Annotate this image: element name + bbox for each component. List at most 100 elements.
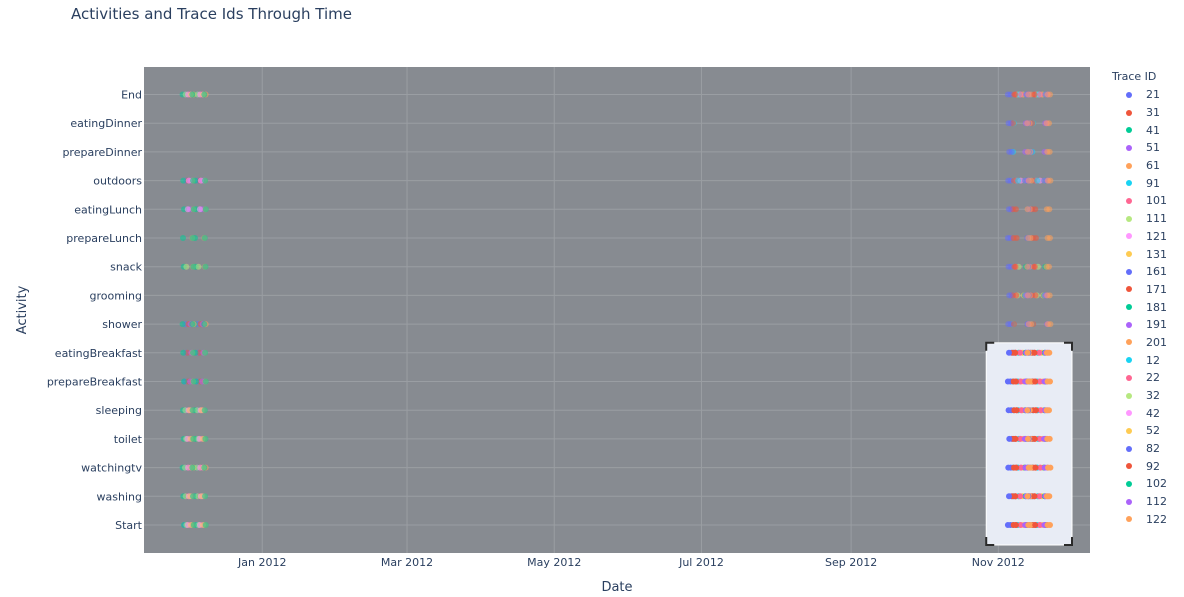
data-point[interactable] bbox=[1012, 206, 1019, 213]
legend-item[interactable]: 111 bbox=[1104, 210, 1182, 228]
data-point[interactable] bbox=[183, 263, 190, 270]
data-point[interactable] bbox=[1005, 407, 1012, 414]
legend-item[interactable]: 122 bbox=[1104, 511, 1182, 529]
data-point[interactable] bbox=[180, 349, 187, 356]
data-point[interactable] bbox=[1043, 120, 1050, 127]
data-point[interactable] bbox=[1006, 349, 1012, 356]
data-point[interactable] bbox=[1012, 378, 1019, 385]
data-point[interactable] bbox=[1004, 522, 1011, 528]
data-point[interactable] bbox=[1012, 263, 1019, 270]
data-point[interactable] bbox=[202, 378, 209, 385]
legend-item[interactable]: 171 bbox=[1104, 281, 1182, 299]
data-point[interactable] bbox=[1032, 206, 1039, 213]
data-point[interactable] bbox=[1012, 91, 1019, 98]
data-point[interactable] bbox=[1043, 493, 1050, 500]
data-point[interactable] bbox=[190, 263, 197, 270]
data-point[interactable] bbox=[185, 177, 192, 184]
data-point[interactable] bbox=[1031, 435, 1038, 442]
legend-item[interactable]: 161 bbox=[1104, 263, 1182, 281]
data-point[interactable] bbox=[1032, 522, 1039, 528]
data-point[interactable] bbox=[1034, 177, 1041, 184]
data-point[interactable] bbox=[1017, 349, 1023, 356]
data-point[interactable] bbox=[1037, 522, 1043, 528]
data-point[interactable] bbox=[1025, 177, 1032, 184]
data-point[interactable] bbox=[201, 464, 208, 471]
legend-item[interactable]: 12 bbox=[1104, 351, 1182, 369]
data-point[interactable] bbox=[1031, 493, 1038, 500]
data-point[interactable] bbox=[1032, 235, 1039, 241]
data-point[interactable] bbox=[1017, 435, 1024, 442]
data-point[interactable] bbox=[1006, 493, 1012, 500]
data-point[interactable] bbox=[201, 407, 208, 414]
data-point[interactable] bbox=[1025, 321, 1032, 328]
legend-item[interactable]: 42 bbox=[1104, 404, 1182, 422]
data-point[interactable] bbox=[1004, 378, 1011, 385]
data-point[interactable] bbox=[180, 235, 186, 241]
legend-item[interactable]: 21 bbox=[1104, 86, 1182, 104]
data-point[interactable] bbox=[1012, 349, 1019, 356]
data-point[interactable] bbox=[189, 464, 196, 471]
data-point[interactable] bbox=[1025, 378, 1032, 385]
data-point[interactable] bbox=[1004, 235, 1011, 241]
data-point[interactable] bbox=[1018, 407, 1025, 414]
data-point[interactable] bbox=[189, 91, 196, 98]
data-point[interactable] bbox=[1032, 464, 1039, 471]
data-point[interactable] bbox=[1036, 349, 1043, 356]
data-point[interactable] bbox=[201, 91, 208, 98]
data-point[interactable] bbox=[1031, 349, 1038, 356]
data-point[interactable] bbox=[1006, 148, 1013, 155]
data-point[interactable] bbox=[1018, 464, 1025, 471]
legend-item[interactable]: 101 bbox=[1104, 192, 1182, 210]
data-point[interactable] bbox=[1013, 464, 1020, 471]
data-point[interactable] bbox=[1025, 235, 1032, 241]
data-point[interactable] bbox=[1044, 148, 1051, 155]
data-point[interactable] bbox=[195, 263, 202, 270]
data-point[interactable] bbox=[1017, 493, 1023, 500]
data-point[interactable] bbox=[1025, 522, 1032, 528]
data-point[interactable] bbox=[1037, 407, 1044, 414]
data-point[interactable] bbox=[1006, 206, 1012, 213]
legend-item[interactable]: 131 bbox=[1104, 245, 1182, 263]
data-point[interactable] bbox=[1013, 407, 1020, 414]
data-point[interactable] bbox=[1025, 464, 1032, 471]
data-point[interactable] bbox=[1037, 91, 1044, 98]
data-point[interactable] bbox=[190, 177, 196, 184]
data-point[interactable] bbox=[1043, 206, 1050, 213]
data-point[interactable] bbox=[201, 321, 208, 328]
data-point[interactable] bbox=[190, 206, 197, 213]
data-point[interactable] bbox=[1005, 321, 1012, 328]
legend-item[interactable]: 102 bbox=[1104, 475, 1182, 493]
data-point[interactable] bbox=[197, 177, 204, 184]
data-point[interactable] bbox=[1018, 91, 1025, 98]
data-point[interactable] bbox=[1005, 263, 1012, 270]
data-point[interactable] bbox=[1045, 321, 1051, 328]
data-point[interactable] bbox=[1005, 464, 1012, 471]
data-point[interactable] bbox=[1025, 435, 1031, 442]
data-point[interactable] bbox=[202, 349, 208, 356]
data-point[interactable] bbox=[1032, 407, 1039, 414]
data-point[interactable] bbox=[189, 321, 196, 328]
data-point[interactable] bbox=[1037, 378, 1043, 385]
data-point[interactable] bbox=[1012, 435, 1019, 442]
data-point[interactable] bbox=[1017, 522, 1024, 528]
data-point[interactable] bbox=[1015, 177, 1021, 184]
data-point[interactable] bbox=[1043, 407, 1050, 414]
data-point[interactable] bbox=[1005, 120, 1012, 127]
legend-item[interactable]: 191 bbox=[1104, 316, 1182, 334]
data-point[interactable] bbox=[190, 522, 197, 528]
legend-item[interactable]: 121 bbox=[1104, 228, 1182, 246]
data-point[interactable] bbox=[202, 177, 208, 184]
data-point[interactable] bbox=[1004, 91, 1011, 98]
legend-item[interactable]: 61 bbox=[1104, 157, 1182, 175]
data-point[interactable] bbox=[184, 206, 191, 213]
legend-item[interactable]: 112 bbox=[1104, 493, 1182, 511]
data-point[interactable] bbox=[190, 349, 196, 356]
legend-item[interactable]: 82 bbox=[1104, 440, 1182, 458]
selection-corner-handle[interactable] bbox=[985, 341, 995, 351]
legend-item[interactable]: 92 bbox=[1104, 457, 1182, 475]
selection-rect[interactable] bbox=[985, 342, 1073, 546]
legend-item[interactable]: 201 bbox=[1104, 334, 1182, 352]
data-point[interactable] bbox=[1024, 349, 1031, 356]
legend-item[interactable]: 32 bbox=[1104, 387, 1182, 405]
